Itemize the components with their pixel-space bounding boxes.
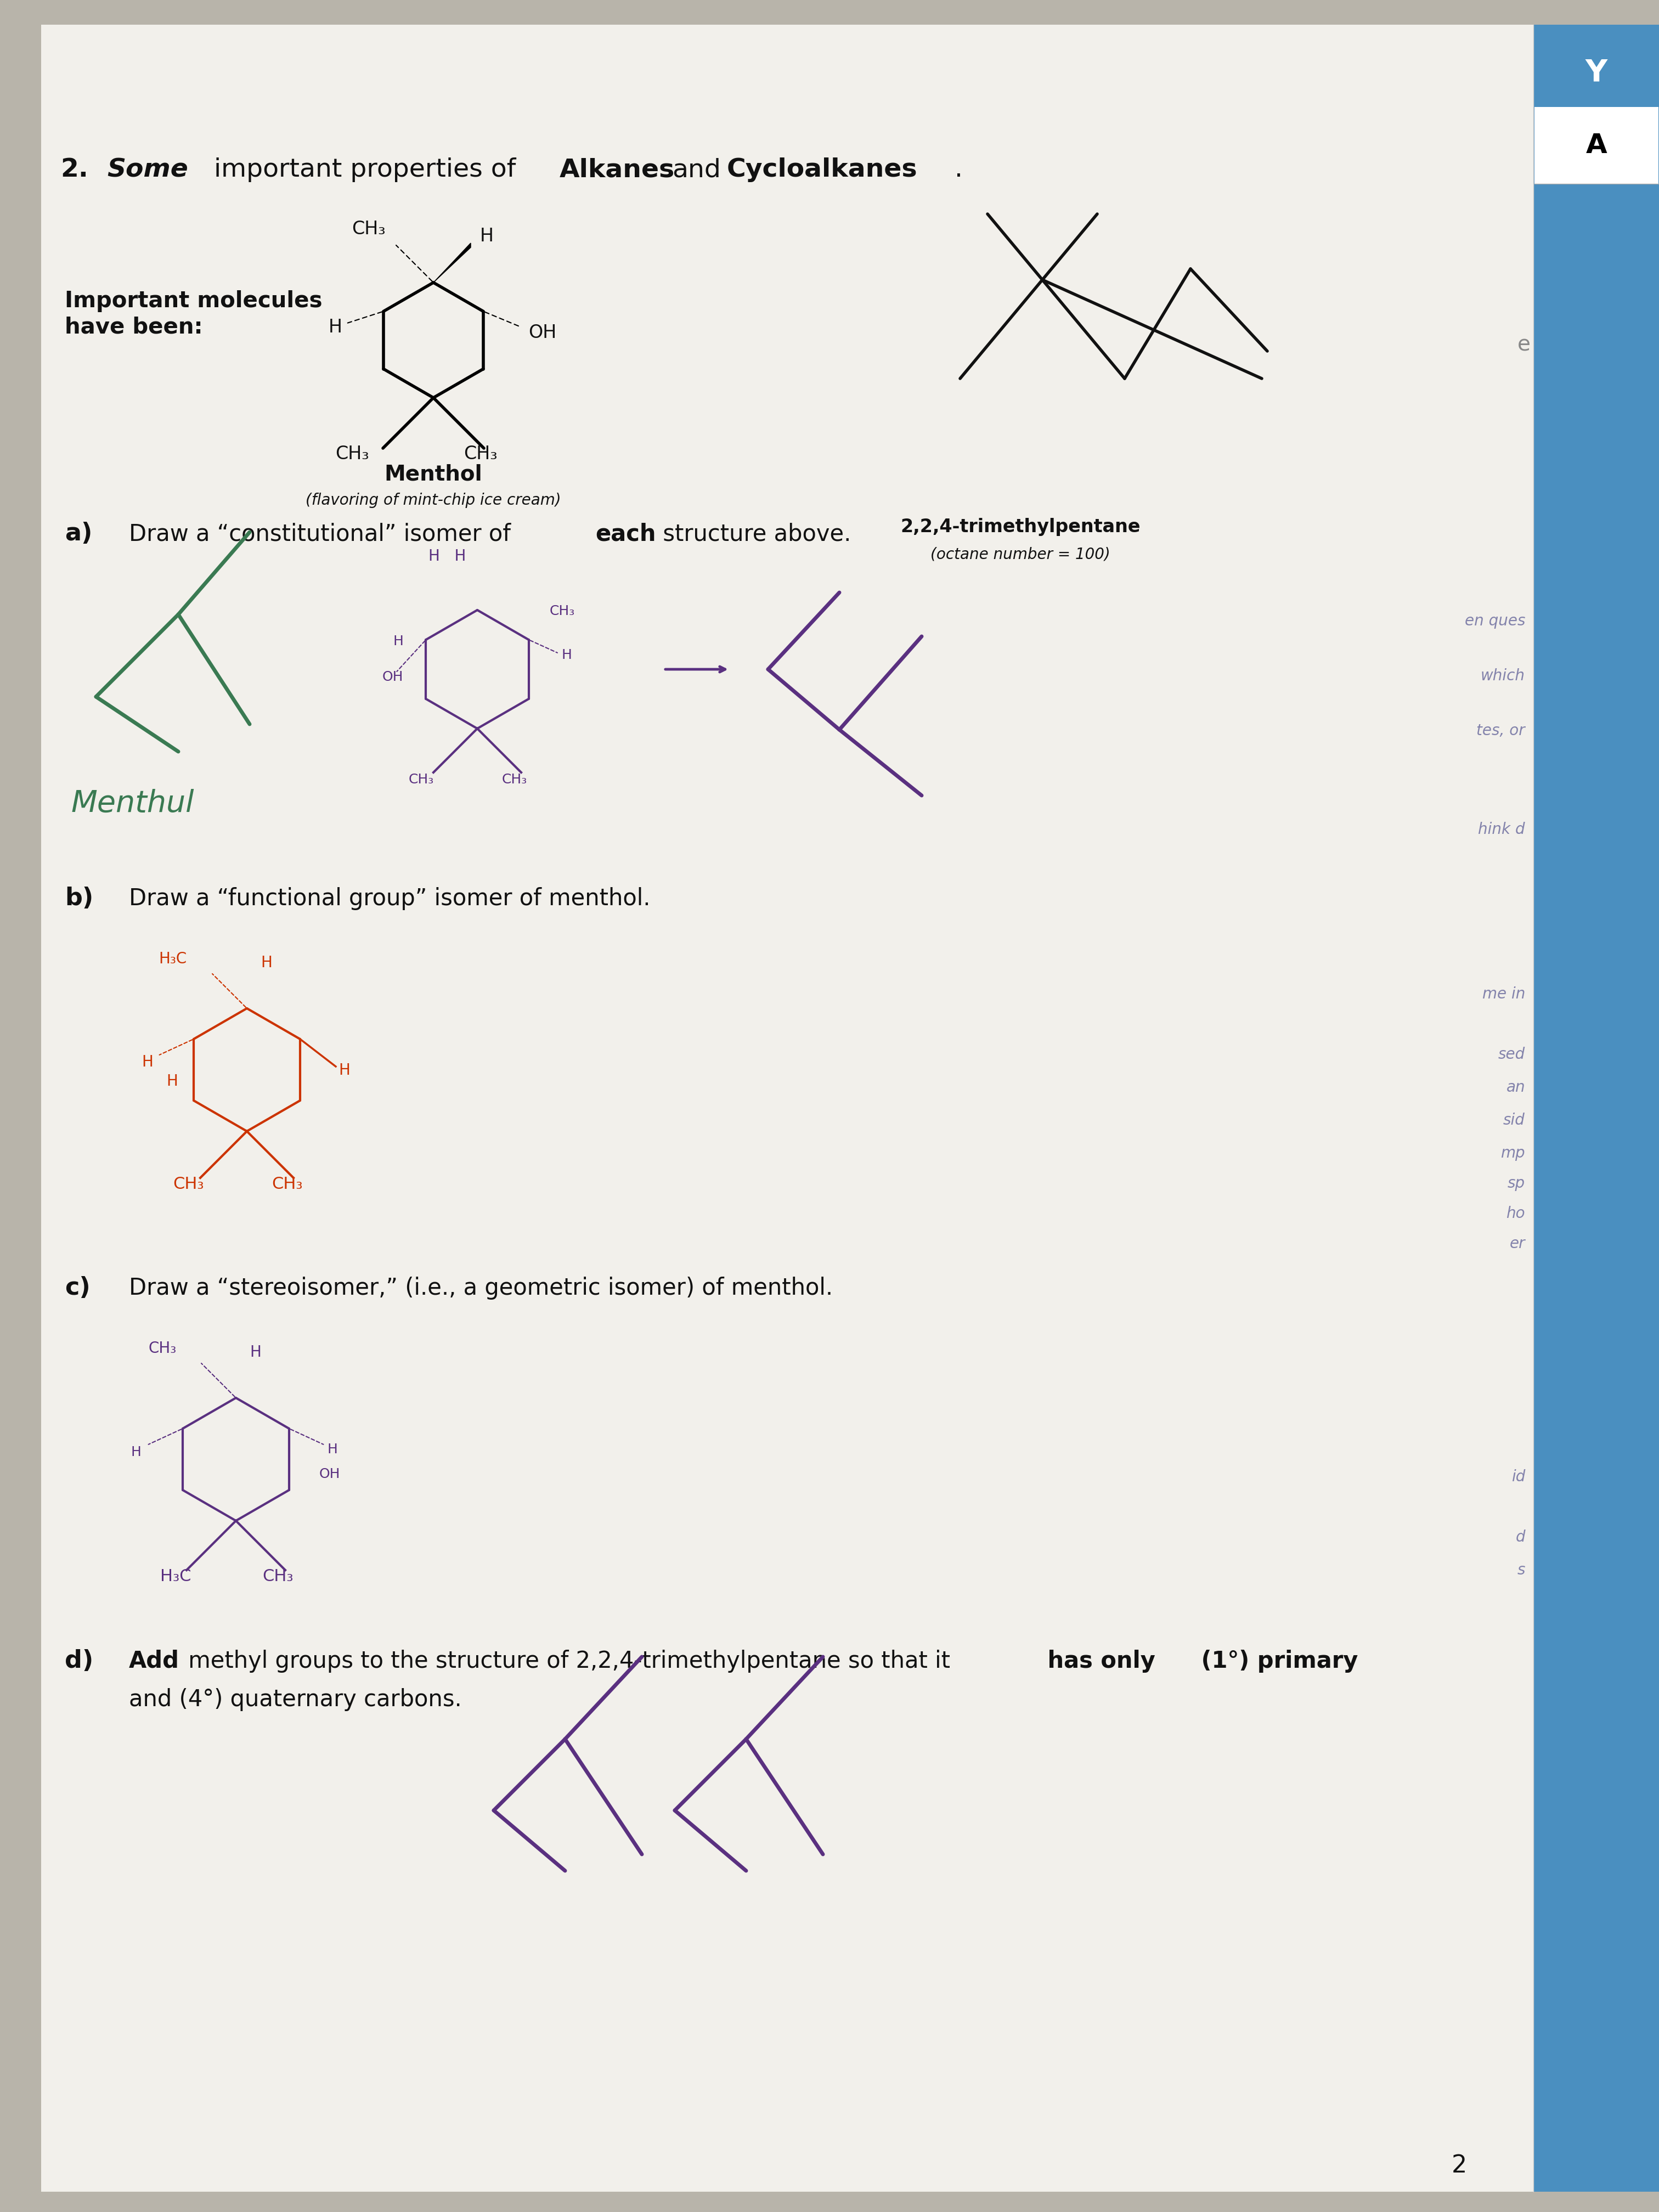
Text: H: H [561,648,572,661]
Text: H₃C: H₃C [158,951,186,967]
Text: Cycloalkanes: Cycloalkanes [727,157,917,181]
Text: id: id [1511,1469,1525,1484]
Text: which: which [1481,668,1525,684]
Text: an: an [1506,1079,1525,1095]
Text: Important molecules: Important molecules [65,290,322,312]
Text: Draw a “functional group” isomer of menthol.: Draw a “functional group” isomer of ment… [129,887,650,909]
Text: H: H [131,1447,141,1458]
Text: methyl groups to the structure of 2,2,4-trimethylpentane so that it: methyl groups to the structure of 2,2,4-… [181,1650,951,1672]
Text: CH₃: CH₃ [408,772,435,785]
Text: CH₃: CH₃ [272,1177,302,1192]
Text: Menthul: Menthul [71,790,194,818]
Text: en ques: en ques [1465,613,1525,628]
Text: c): c) [65,1276,90,1301]
Text: H: H [249,1345,260,1360]
Text: CH₃: CH₃ [262,1568,294,1584]
Text: CH₃: CH₃ [352,219,385,239]
Bar [41,24,1533,2192]
Text: and: and [672,157,720,181]
Text: H: H [479,228,494,246]
Text: important properties of: important properties of [214,157,516,181]
Text: Alkanes: Alkanes [559,157,675,181]
Text: a): a) [65,522,93,546]
Text: b): b) [65,887,93,909]
Text: has only: has only [1040,1650,1155,1672]
Text: sid: sid [1503,1113,1525,1128]
Text: Some: Some [106,157,187,181]
Text: Draw a “stereoisomer,” (i.e., a geometric isomer) of menthol.: Draw a “stereoisomer,” (i.e., a geometri… [129,1276,833,1301]
Text: H: H [328,319,342,336]
Text: sp: sp [1508,1175,1525,1190]
Text: structure above.: structure above. [655,522,851,546]
Text: H   H: H H [428,549,466,564]
Text: CH₃: CH₃ [149,1340,176,1356]
Text: (1°) primary: (1°) primary [1193,1650,1359,1672]
Text: H: H [393,635,403,648]
Text: Menthol: Menthol [385,465,483,484]
Text: OH: OH [528,323,556,341]
Text: CH₃: CH₃ [549,604,574,617]
Text: H: H [141,1055,153,1071]
Text: CH₃: CH₃ [503,772,528,785]
Text: and (4°) quaternary carbons.: and (4°) quaternary carbons. [129,1688,461,1712]
Text: sed: sed [1498,1046,1525,1062]
Text: (octane number = 100): (octane number = 100) [931,546,1110,562]
Text: Add: Add [129,1650,179,1672]
Text: have been:: have been: [65,316,202,338]
Text: tes, or: tes, or [1477,723,1525,739]
Text: er: er [1510,1237,1525,1252]
Text: H: H [166,1073,178,1088]
Text: 2,2,4-trimethylpentane: 2,2,4-trimethylpentane [901,518,1140,535]
Text: CH₃: CH₃ [335,445,370,462]
Text: (flavoring of mint-chip ice cream): (flavoring of mint-chip ice cream) [305,493,561,509]
Bar [1533,24,1659,2192]
Text: H: H [338,1062,350,1077]
Text: OH: OH [319,1467,340,1480]
Text: Draw a “constitutional” isomer of: Draw a “constitutional” isomer of [129,522,518,546]
Text: d: d [1515,1528,1525,1544]
Text: e: e [1518,334,1531,356]
Text: 2: 2 [1452,2154,1467,2177]
Text: CH₃: CH₃ [463,445,498,462]
Bar [1535,106,1659,184]
Text: hink d: hink d [1478,823,1525,836]
Text: CH₃: CH₃ [173,1177,204,1192]
Text: ho: ho [1506,1206,1525,1221]
Text: H: H [260,956,272,971]
Text: A: A [1586,133,1608,159]
Text: each: each [596,522,655,546]
Text: Y: Y [1586,58,1608,86]
Text: d): d) [65,1650,93,1672]
Text: s: s [1518,1562,1525,1577]
Text: mp: mp [1501,1146,1525,1161]
Text: me in: me in [1481,987,1525,1002]
Text: H: H [327,1442,338,1455]
Text: 2.: 2. [60,157,88,181]
Text: .: . [954,157,962,181]
Polygon shape [433,243,471,283]
Text: OH: OH [382,670,403,684]
Text: H₃C: H₃C [161,1568,191,1584]
